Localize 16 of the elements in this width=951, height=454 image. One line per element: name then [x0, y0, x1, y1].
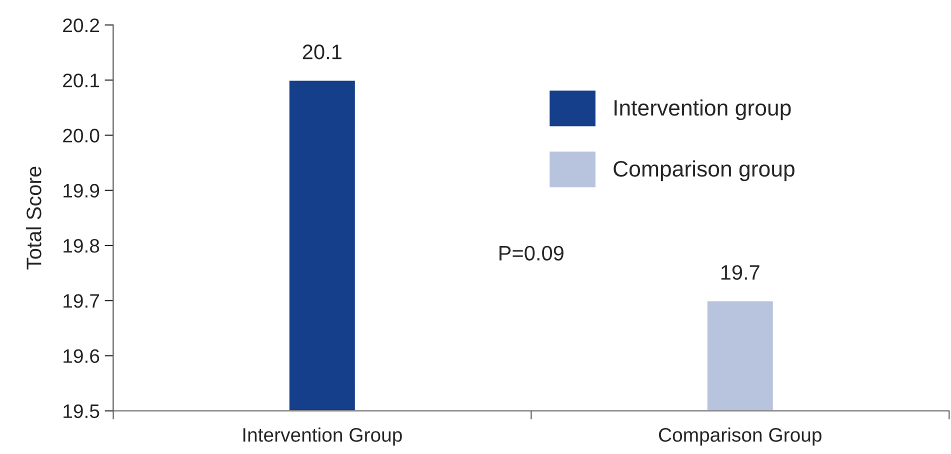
y-tick-label: 19.7: [64, 294, 99, 308]
y-tick-label: 19.6: [64, 349, 100, 363]
legend-label: Comparison group: [614, 160, 794, 182]
y-tick-label: 20.0: [63, 128, 100, 142]
y-tick-label: 20.1: [63, 74, 100, 88]
y-tick-label: 19.9: [64, 184, 100, 198]
y-tick-label: 19.8: [64, 238, 100, 253]
y-tick-label: 20.2: [63, 18, 99, 32]
legend-label: Intervention group: [614, 99, 791, 120]
x-tick-label: Comparison Group: [658, 428, 822, 446]
x-tick-label: Intervention Group: [243, 428, 402, 446]
annotation: P=0.09: [500, 246, 564, 261]
y-tick-label: 19.5: [64, 404, 100, 418]
data-label: 19.7: [721, 265, 760, 280]
y-axis-title: Total Score: [26, 166, 42, 270]
data-label: 20.1: [302, 44, 342, 60]
